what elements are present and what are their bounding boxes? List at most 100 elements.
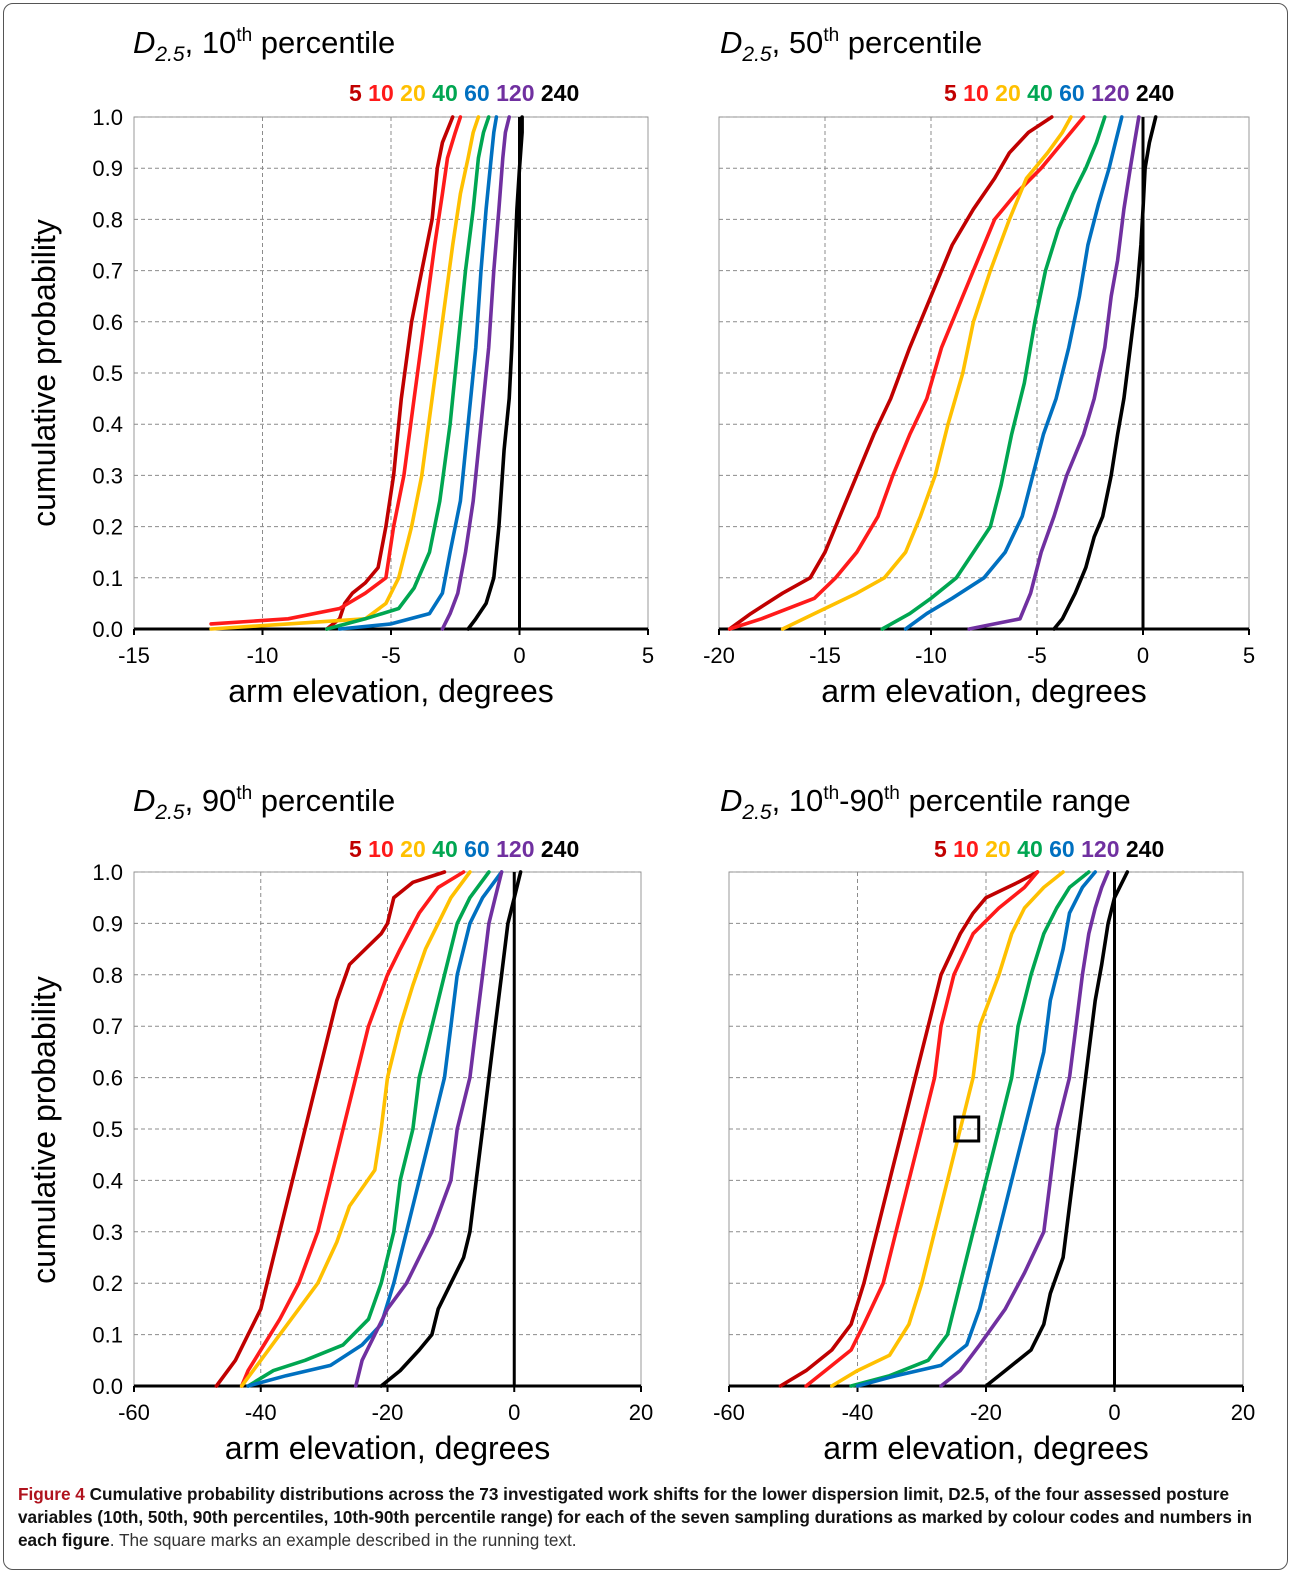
chart-title-part: percentile bbox=[252, 783, 395, 818]
y-tick-label: 0.2 bbox=[92, 515, 123, 540]
legend-entry-60: 60 bbox=[458, 80, 490, 106]
series-line-60 bbox=[337, 115, 499, 631]
series-line-40 bbox=[246, 870, 491, 1388]
chart-panel-1: -15 -10 -5 0 5 0.0 0.1 0.2 0.3 0.4 0.5 0.6 0.7 0.8 0.9… bbox=[26, 25, 654, 709]
y-tick-label: 0.7 bbox=[92, 259, 123, 284]
y-tick-label: 0.5 bbox=[92, 1117, 123, 1142]
chart-title-part: th bbox=[823, 783, 839, 804]
chart-title-part: th bbox=[236, 25, 252, 46]
legend-entry-5: 5 bbox=[349, 836, 362, 862]
x-tick-label: 0 bbox=[1108, 1400, 1120, 1425]
chart-title-part: th bbox=[236, 783, 252, 804]
chart-panel-3: -60 -40 -20 0 20 0.0 0.1 0.2 0.3 0.4 0.5 0.6 0.7 0.8 0… bbox=[26, 783, 653, 1466]
series-line-60 bbox=[855, 870, 1097, 1388]
y-tick-label: 1.0 bbox=[92, 860, 123, 885]
legend-entry-40: 40 bbox=[426, 80, 458, 106]
series-line-40 bbox=[325, 115, 491, 631]
caption-label: Figure 4 bbox=[18, 1484, 85, 1504]
y-tick-label: 0.4 bbox=[92, 1168, 123, 1193]
series-line-5 bbox=[727, 115, 1054, 631]
chart-title: D2.5, 10th percentile bbox=[133, 25, 395, 66]
legend-entry-40: 40 bbox=[426, 836, 458, 862]
x-tick-label: -20 bbox=[970, 1400, 1002, 1425]
chart-title-part: percentile bbox=[252, 25, 395, 60]
chart-title-part: th bbox=[823, 25, 839, 46]
y-tick-label: 0.2 bbox=[92, 1271, 123, 1296]
legend-entry-240: 240 bbox=[535, 836, 580, 862]
chart-title-part: -90 bbox=[839, 783, 884, 818]
legend-entry-10: 10 bbox=[947, 836, 979, 862]
chart-panel-2: -20 -15 -10 -5 0 5 arm elevation, degrees D2.5,… bbox=[703, 25, 1255, 709]
y-tick-label: 0.8 bbox=[92, 207, 123, 232]
x-tick-label: 0 bbox=[513, 643, 525, 668]
x-axis-label: arm elevation, degrees bbox=[225, 1430, 551, 1466]
annotation-square bbox=[953, 1115, 981, 1143]
y-tick-label: 0.6 bbox=[92, 1066, 123, 1091]
legend-entry-120: 120 bbox=[1085, 80, 1130, 106]
x-tick-label: -20 bbox=[703, 643, 735, 668]
y-tick-label: 0.1 bbox=[92, 1323, 123, 1348]
chart-title-part: 2.5 bbox=[154, 801, 185, 824]
series-line-40 bbox=[880, 115, 1107, 631]
y-tick-label: 0.8 bbox=[92, 963, 123, 988]
y-tick-label: 0.3 bbox=[92, 1220, 123, 1245]
series-line-20 bbox=[830, 870, 1065, 1388]
legend-entry-10: 10 bbox=[362, 836, 394, 862]
series-line-120 bbox=[440, 115, 511, 631]
x-tick-label: -5 bbox=[1027, 643, 1047, 668]
x-tick-label: -5 bbox=[381, 643, 401, 668]
series-line-60 bbox=[903, 115, 1124, 631]
x-tick-label: -15 bbox=[809, 643, 841, 668]
series-line-240 bbox=[379, 870, 523, 1388]
chart-title-part: 2.5 bbox=[741, 43, 772, 66]
figure-frame bbox=[3, 3, 1288, 1570]
caption-bold-text: Cumulative probability distributions acr… bbox=[18, 1484, 1253, 1550]
x-tick-label: -10 bbox=[915, 643, 947, 668]
legend-entry-5: 5 bbox=[349, 80, 362, 106]
y-tick-label: 0.4 bbox=[92, 412, 123, 437]
y-tick-label: 0.9 bbox=[92, 911, 123, 936]
y-tick-label: 0.6 bbox=[92, 310, 123, 335]
chart-panel-4: -60 -40 -20 0 20 arm elevation, degrees D2.5, … bbox=[713, 783, 1255, 1466]
legend-entry-60: 60 bbox=[1053, 80, 1085, 106]
y-tick-label: 1.0 bbox=[92, 105, 123, 130]
series-line-120 bbox=[354, 870, 504, 1388]
legend-entry-40: 40 bbox=[1021, 80, 1053, 106]
series-line-120 bbox=[967, 115, 1141, 631]
chart-title-part: , 90 bbox=[185, 783, 237, 818]
legend-entry-10: 10 bbox=[957, 80, 989, 106]
legend: 5 10 20 40 60 120 240 bbox=[934, 836, 1164, 862]
chart-title-part: D bbox=[133, 783, 155, 818]
legend-entry-20: 20 bbox=[989, 80, 1021, 106]
x-tick-label: 20 bbox=[1231, 1400, 1255, 1425]
series-line-10 bbox=[239, 870, 466, 1388]
legend-entry-120: 120 bbox=[490, 836, 535, 862]
x-tick-label: -60 bbox=[713, 1400, 745, 1425]
series-line-60 bbox=[246, 870, 504, 1388]
x-axis-label: arm elevation, degrees bbox=[228, 673, 554, 709]
x-tick-label: -20 bbox=[372, 1400, 404, 1425]
series-line-20 bbox=[239, 870, 472, 1388]
series-line-240 bbox=[466, 115, 524, 631]
y-tick-label: 0.1 bbox=[92, 566, 123, 591]
series-line-120 bbox=[939, 870, 1110, 1388]
x-tick-label: -10 bbox=[247, 643, 279, 668]
chart-title-part: D bbox=[720, 783, 742, 818]
series-line-10 bbox=[209, 115, 463, 626]
chart-title-part: percentile bbox=[839, 25, 982, 60]
chart-title-part: 2.5 bbox=[741, 801, 772, 824]
chart-title-part: , 10 bbox=[772, 783, 824, 818]
series-line-5 bbox=[325, 115, 455, 631]
x-tick-label: 20 bbox=[629, 1400, 653, 1425]
legend-entry-60: 60 bbox=[458, 836, 490, 862]
legend-entry-40: 40 bbox=[1011, 836, 1043, 862]
x-tick-label: 5 bbox=[1243, 643, 1255, 668]
x-tick-label: -40 bbox=[245, 1400, 277, 1425]
legend-entry-10: 10 bbox=[362, 80, 394, 106]
chart-title-part: 2.5 bbox=[154, 43, 185, 66]
chart-title: D2.5, 10th-90th percentile range bbox=[720, 783, 1131, 824]
chart-title-part: D bbox=[133, 25, 155, 60]
x-axis-label: arm elevation, degrees bbox=[823, 1430, 1149, 1466]
chart-title-part: th bbox=[884, 783, 900, 804]
legend-entry-120: 120 bbox=[490, 80, 535, 106]
